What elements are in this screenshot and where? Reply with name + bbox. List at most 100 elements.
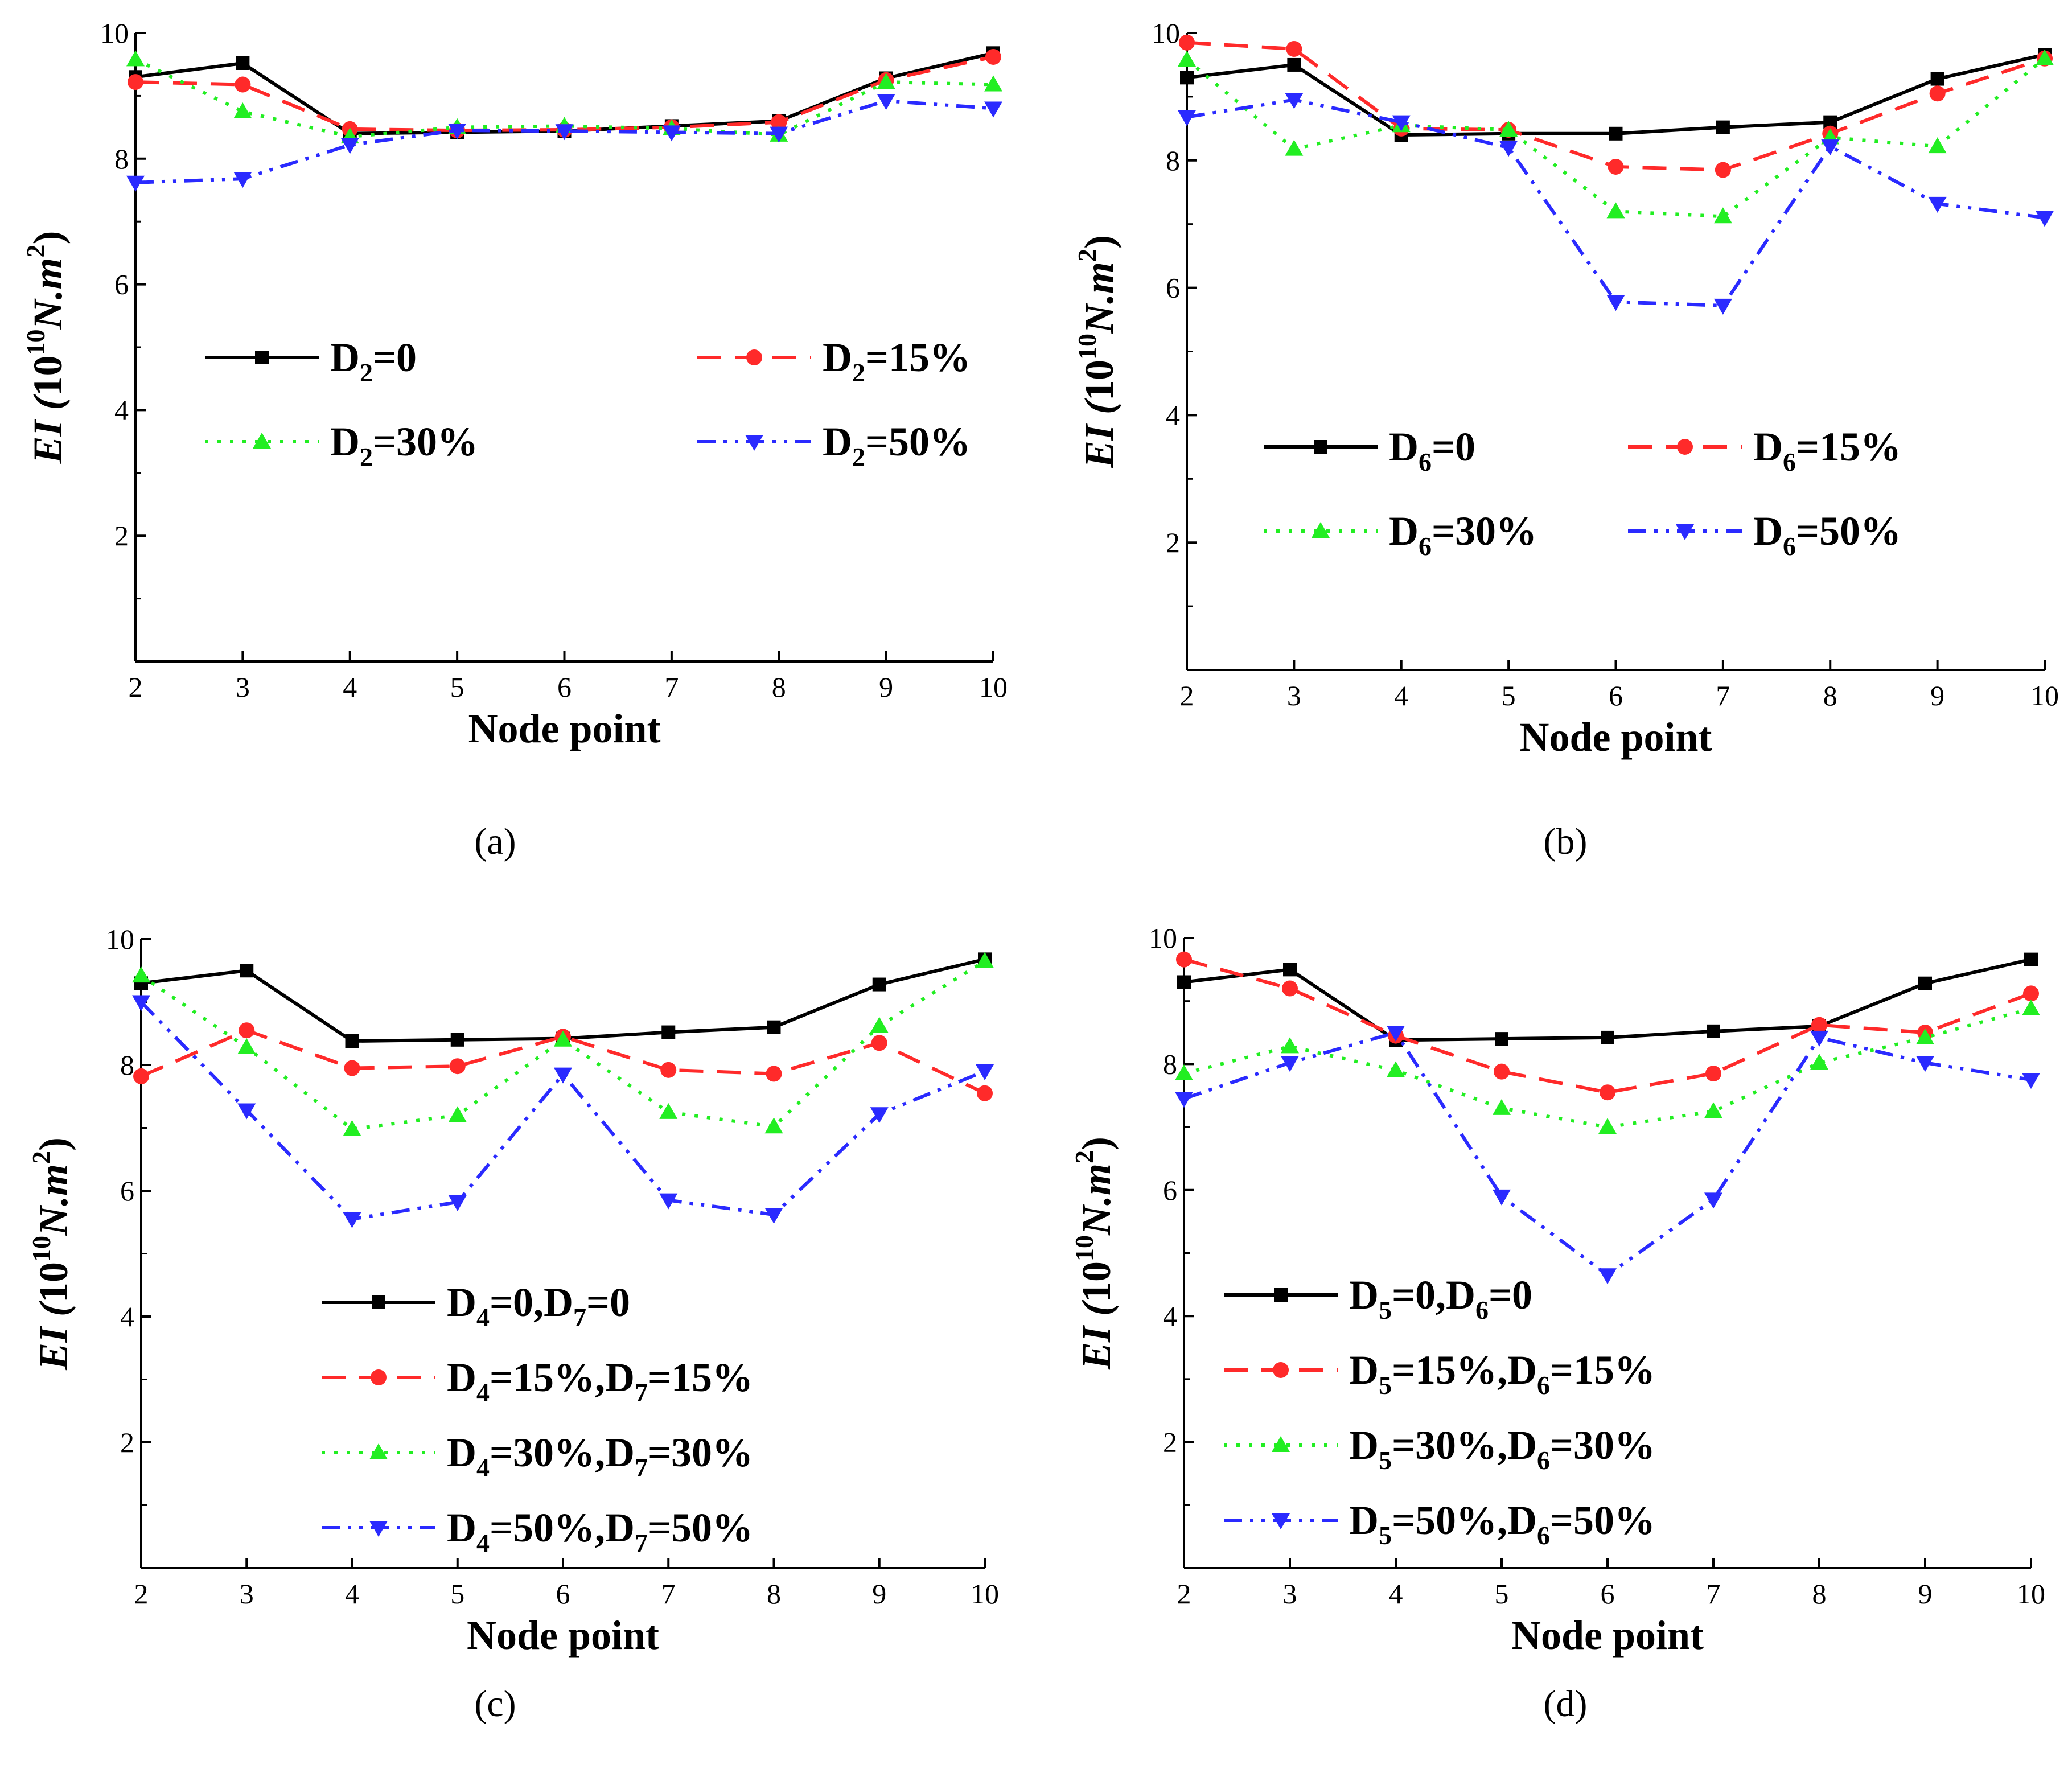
panel-caption: (b) [1544, 821, 1588, 862]
y-label-base: 10 [31, 1262, 76, 1303]
data-point [984, 75, 1002, 92]
data-point [1177, 975, 1191, 989]
x-tick-label: 2 [134, 1578, 149, 1610]
legend-sym: D [1753, 508, 1783, 554]
legend-rest2: =0 [1489, 1272, 1532, 1318]
x-tick-label: 5 [1495, 1578, 1509, 1610]
y-label-exp: 10 [1070, 1235, 1099, 1261]
x-tick-label: 4 [345, 1578, 359, 1610]
legend-label: D6=30% [1389, 508, 1537, 561]
series-line [1183, 1031, 2032, 1277]
x-tick-label: 3 [1283, 1578, 1297, 1610]
y-tick-label: 6 [114, 269, 129, 301]
x-tick-label: 8 [1812, 1578, 1827, 1610]
data-point [1704, 1102, 1722, 1118]
x-tick-label: 7 [1716, 680, 1730, 711]
data-point [1930, 72, 1944, 86]
legend-rest2: =30% [1550, 1422, 1655, 1468]
data-point [448, 1106, 467, 1122]
data-point [345, 1034, 359, 1048]
legend: D5=0,D6=0D5=15%,D6=15%D5=30%,D6=30%D5=50… [1224, 1272, 1655, 1550]
data-point [1493, 1099, 1511, 1115]
y-tick-label: 4 [1163, 1300, 1177, 1332]
data-point [1713, 207, 1732, 224]
y-axis-label: EI (1010N.m2) [21, 231, 71, 464]
y-label-close: ) [1074, 1137, 1119, 1150]
series-line [135, 99, 994, 184]
data-point [1387, 1061, 1405, 1077]
legend-marker [745, 435, 763, 451]
legend-label: D5=30%,D6=30% [1349, 1422, 1655, 1475]
data-point [1179, 34, 1195, 51]
y-label-exp2: 2 [27, 1151, 56, 1164]
data-point [240, 964, 254, 978]
legend-label: D2=30% [330, 419, 478, 471]
y-label-close: ) [1076, 235, 1122, 249]
y-label-unit: N.m [1074, 1163, 1119, 1236]
legend-rest2: =15% [1550, 1347, 1655, 1393]
data-point [985, 48, 1001, 65]
legend-sub: 5 [1379, 1371, 1392, 1400]
legend-sub: 2 [360, 442, 373, 471]
data-point [659, 1193, 678, 1210]
legend-sym: D [1389, 424, 1419, 470]
data-point [984, 101, 1002, 118]
series-line [139, 1001, 986, 1221]
series-3 [1178, 93, 2054, 315]
data-point [770, 126, 788, 143]
legend-rest: =50% [1796, 508, 1901, 554]
data-point [1598, 1268, 1617, 1285]
legend-sym2: D [1507, 1422, 1537, 1468]
x-tick-label: 3 [236, 671, 250, 703]
series-3 [132, 995, 994, 1228]
legend-marker [369, 1443, 388, 1459]
data-point [448, 124, 467, 140]
legend-sym2: D [605, 1355, 635, 1400]
data-point [2024, 952, 2038, 966]
legend-rest: =50%, [490, 1505, 605, 1550]
data-point [877, 94, 895, 110]
x-tick-label: 4 [1389, 1578, 1403, 1610]
data-point [1821, 139, 1840, 156]
legend-sub2: 7 [635, 1453, 648, 1482]
y-tick-label: 2 [114, 520, 129, 552]
series-3 [126, 94, 1002, 192]
legend-sym2: D [1507, 1347, 1537, 1393]
data-point [1928, 196, 1947, 213]
data-point [1176, 951, 1192, 968]
y-tick-label: 8 [1163, 1048, 1177, 1080]
legend-sub: 6 [1419, 447, 1432, 476]
data-point [1285, 93, 1304, 109]
data-point [1494, 1063, 1510, 1080]
data-point [1810, 1030, 1828, 1047]
x-axis-label: Node point [468, 706, 660, 751]
legend-rest: =50% [865, 419, 971, 464]
x-tick-label: 10 [971, 1578, 999, 1610]
y-tick-label: 4 [1166, 399, 1180, 431]
series-line [135, 55, 994, 133]
legend: D2=0 D2=15%D2=30% D2=50% [205, 335, 971, 471]
legend-sub: 2 [360, 358, 373, 387]
legend-marker [255, 351, 269, 364]
legend-sym: D [1349, 1498, 1379, 1543]
data-point [1281, 1056, 1299, 1072]
legend-sub: 2 [852, 442, 865, 471]
legend: D4=0,D7=0D4=15%,D7=15%D4=30%,D7=30%D4=50… [322, 1280, 753, 1557]
legend-rest: =50%, [1392, 1498, 1507, 1543]
y-label-unit: N.m [25, 257, 71, 330]
legend-label: D4=50%,D7=50% [447, 1505, 753, 1557]
legend-sub: 4 [476, 1378, 490, 1407]
series-2 [1175, 999, 2040, 1134]
legend-sub: 2 [852, 358, 865, 387]
legend-rest: =30%, [1392, 1422, 1507, 1468]
data-point [659, 1103, 678, 1119]
y-tick-label: 10 [106, 923, 134, 955]
series-0 [1177, 952, 2038, 1047]
data-point [977, 1085, 993, 1101]
data-point [233, 102, 252, 118]
legend-sub2: 6 [1537, 1521, 1550, 1550]
y-label-base: 10 [1076, 360, 1122, 401]
